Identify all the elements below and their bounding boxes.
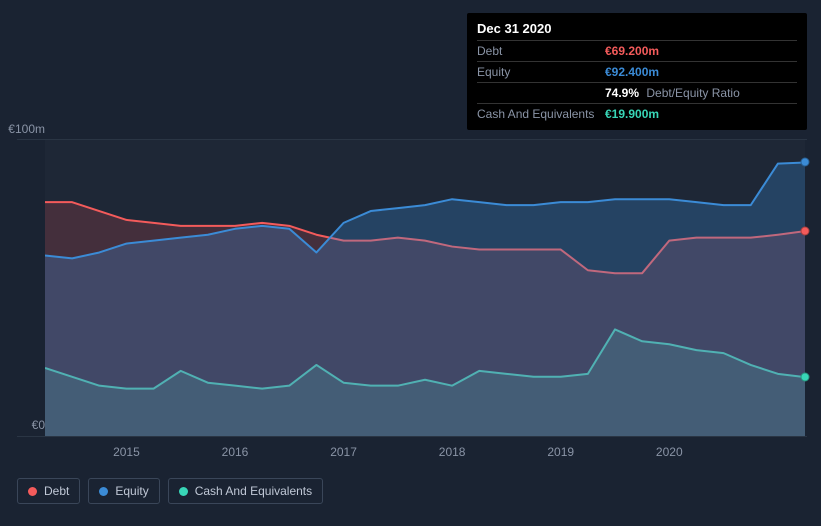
tooltip-value: €92.400m (605, 65, 659, 79)
x-axis: 2015 2016 2017 2018 2019 2020 (45, 445, 805, 465)
tooltip-row: 74.9% Debt/Equity Ratio (477, 82, 797, 103)
y-axis-label-min: €0 (32, 418, 45, 432)
series-end-marker (801, 227, 810, 236)
legend-dot-icon (179, 487, 188, 496)
x-axis-label: 2020 (656, 445, 683, 459)
legend-label: Equity (115, 484, 148, 498)
tooltip-label: Cash And Equivalents (477, 107, 605, 121)
area-chart[interactable] (45, 140, 805, 436)
tooltip-row: Cash And Equivalents€19.900m (477, 103, 797, 124)
tooltip-extra: Debt/Equity Ratio (646, 86, 739, 100)
tooltip-value: 74.9% Debt/Equity Ratio (605, 86, 740, 100)
chart-legend: Debt Equity Cash And Equivalents (17, 478, 323, 504)
tooltip-label: Equity (477, 65, 605, 79)
y-axis-label-max: €100m (8, 122, 45, 136)
legend-item[interactable]: Cash And Equivalents (168, 478, 323, 504)
tooltip-label: Debt (477, 44, 605, 58)
legend-dot-icon (28, 487, 37, 496)
x-axis-label: 2016 (222, 445, 249, 459)
x-axis-label: 2015 (113, 445, 140, 459)
series-end-marker (801, 373, 810, 382)
series-end-marker (801, 158, 810, 167)
legend-label: Cash And Equivalents (195, 484, 312, 498)
tooltip-value: €69.200m (605, 44, 659, 58)
legend-label: Debt (44, 484, 69, 498)
tooltip-label (477, 86, 605, 100)
x-axis-label: 2017 (330, 445, 357, 459)
tooltip-row: Equity€92.400m (477, 61, 797, 82)
legend-dot-icon (99, 487, 108, 496)
x-axis-label: 2019 (547, 445, 574, 459)
legend-item[interactable]: Equity (88, 478, 159, 504)
tooltip-date: Dec 31 2020 (477, 19, 797, 40)
tooltip-value: €19.900m (605, 107, 659, 121)
chart-tooltip: Dec 31 2020 Debt€69.200mEquity€92.400m74… (467, 13, 807, 130)
tooltip-row: Debt€69.200m (477, 40, 797, 61)
legend-item[interactable]: Debt (17, 478, 80, 504)
x-axis-label: 2018 (439, 445, 466, 459)
